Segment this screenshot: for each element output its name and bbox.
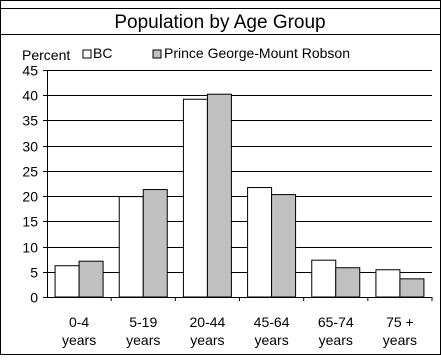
- y-tick-label: 10: [22, 240, 38, 256]
- legend-swatch-bc: [82, 49, 92, 59]
- bar-bc-5: [375, 269, 401, 298]
- gridlines: [47, 70, 432, 273]
- x-tick-label: years: [62, 332, 96, 348]
- y-tick-label: 0: [30, 290, 38, 306]
- bar-bc-0: [54, 265, 80, 298]
- y-axis-ticks: 0 5 10 15 20 25 30 35 40 45: [22, 63, 47, 306]
- bar-prince-george-mount-robson-4: [335, 267, 361, 298]
- x-tick-label: 65-74: [318, 314, 354, 330]
- bar-bc-2: [182, 98, 208, 298]
- y-tick-label: 35: [22, 113, 38, 129]
- bar-prince-george-mount-robson-2: [206, 93, 232, 298]
- chart-title: Population by Age Group: [114, 12, 325, 33]
- bar-prince-george-mount-robson-1: [142, 189, 168, 298]
- x-tick-label: 0-4: [69, 314, 89, 330]
- x-tick-label: 75 +: [386, 314, 414, 330]
- bar-bc-3: [247, 187, 273, 298]
- x-tick-label: years: [254, 332, 288, 348]
- bar-bc-4: [311, 259, 337, 298]
- legend: BC Prince George-Mount Robson: [82, 45, 350, 61]
- x-tick-label: years: [383, 332, 417, 348]
- y-tick-label: 25: [22, 164, 38, 180]
- x-tick-label: 20-44: [190, 314, 226, 330]
- legend-label-bc: BC: [93, 45, 112, 61]
- bar-bc-1: [118, 196, 144, 298]
- bar-prince-george-mount-robson-0: [78, 260, 104, 298]
- legend-label-pgmr: Prince George-Mount Robson: [164, 45, 350, 61]
- x-tick-label: years: [190, 332, 224, 348]
- y-tick-label: 15: [22, 214, 38, 230]
- legend-swatch-pgmr: [152, 49, 162, 59]
- bar-prince-george-mount-robson-5: [399, 278, 425, 298]
- x-tick-label: years: [126, 332, 160, 348]
- x-tick-label: 45-64: [254, 314, 290, 330]
- x-tick-label: 5-19: [129, 314, 157, 330]
- bar-prince-george-mount-robson-3: [271, 194, 297, 298]
- y-tick-label: 30: [22, 139, 38, 155]
- bars: [54, 93, 425, 298]
- y-tick-label: 5: [30, 265, 38, 281]
- x-axis-ticks: 0-4 years 5-19 years 20-44 years 45-64 years 65-…: [62, 297, 433, 348]
- y-tick-label: 40: [22, 88, 38, 104]
- y-tick-label: 45: [22, 63, 38, 79]
- y-tick-label: 20: [22, 189, 38, 205]
- x-tick-label: years: [319, 332, 353, 348]
- y-axis-label: Percent: [22, 47, 70, 63]
